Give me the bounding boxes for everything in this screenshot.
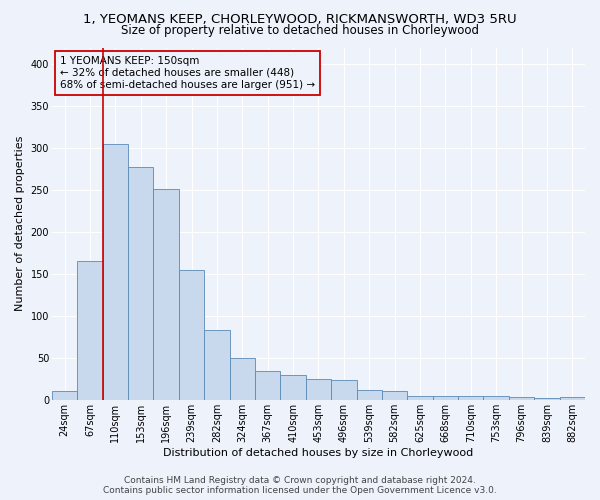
Bar [179, 270, 204, 400]
Bar [458, 396, 484, 400]
Text: Contains HM Land Registry data © Crown copyright and database right 2024.: Contains HM Land Registry data © Crown c… [124, 476, 476, 485]
Bar [382, 392, 407, 400]
Text: Size of property relative to detached houses in Chorleywood: Size of property relative to detached ho… [121, 24, 479, 37]
Y-axis label: Number of detached properties: Number of detached properties [15, 136, 25, 312]
Bar [331, 380, 356, 400]
Bar [103, 144, 128, 400]
Bar [128, 166, 154, 400]
Bar [230, 358, 255, 400]
Text: 1, YEOMANS KEEP, CHORLEYWOOD, RICKMANSWORTH, WD3 5RU: 1, YEOMANS KEEP, CHORLEYWOOD, RICKMANSWO… [83, 12, 517, 26]
Bar [306, 379, 331, 400]
Bar [280, 374, 306, 400]
Text: Contains public sector information licensed under the Open Government Licence v3: Contains public sector information licen… [103, 486, 497, 495]
Bar [560, 398, 585, 400]
Text: 1 YEOMANS KEEP: 150sqm
← 32% of detached houses are smaller (448)
68% of semi-de: 1 YEOMANS KEEP: 150sqm ← 32% of detached… [60, 56, 315, 90]
Bar [52, 392, 77, 400]
Bar [534, 398, 560, 400]
Bar [255, 372, 280, 400]
Bar [77, 262, 103, 400]
Bar [509, 398, 534, 400]
Bar [154, 190, 179, 400]
Bar [484, 396, 509, 400]
Bar [356, 390, 382, 400]
X-axis label: Distribution of detached houses by size in Chorleywood: Distribution of detached houses by size … [163, 448, 473, 458]
Bar [407, 396, 433, 400]
Bar [433, 396, 458, 400]
Bar [204, 330, 230, 400]
